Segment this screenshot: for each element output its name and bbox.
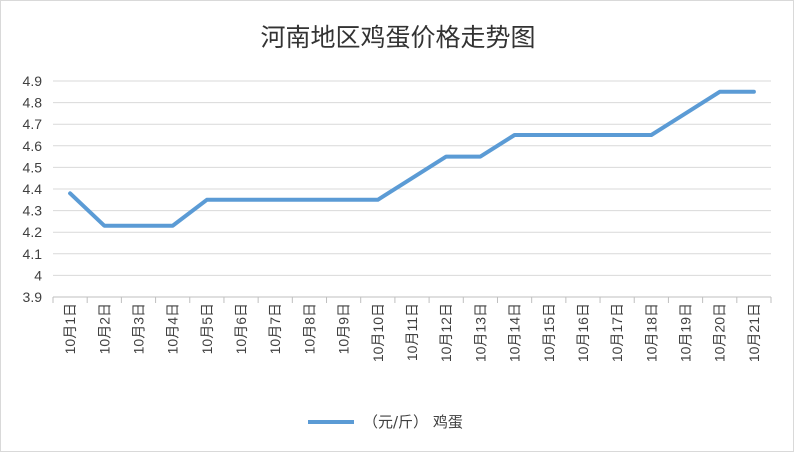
legend-label: （元/斤） 鸡蛋	[363, 413, 463, 431]
legend: （元/斤） 鸡蛋	[308, 413, 463, 431]
y-tick-label: 4.3	[23, 203, 43, 219]
x-tick-label: 10月11日	[404, 303, 420, 361]
x-tick-label: 10月8日	[301, 303, 317, 354]
y-tick-label: 4.9	[23, 73, 43, 89]
x-tick-label: 10月20日	[712, 303, 728, 362]
y-tick-label: 4.6	[23, 138, 43, 154]
grid-lines	[53, 80, 771, 276]
chart-title: 河南地区鸡蛋价格走势图	[260, 23, 535, 52]
x-tick-label: 10月5日	[199, 303, 215, 354]
y-tick-label: 4.7	[23, 116, 43, 132]
y-tick-label: 4	[34, 267, 42, 283]
x-tick-label: 10月12日	[438, 303, 454, 362]
x-tick-label: 10月6日	[233, 303, 249, 354]
x-tick-label: 10月21日	[746, 303, 762, 362]
x-axis	[52, 296, 772, 303]
y-tick-label: 4.8	[23, 95, 43, 111]
x-axis-ticks: 10月1日 10月2日 10月3日 10月4日 10月5日 10月6日 10月7日 10月8日…	[62, 303, 762, 362]
x-tick-label: 10月17日	[609, 303, 625, 362]
x-tick-label: 10月13日	[472, 303, 488, 362]
y-tick-label: 4.4	[23, 181, 43, 197]
series-layer	[68, 89, 756, 228]
x-tick-label: 10月10日	[370, 303, 386, 362]
x-tick-label: 10月3日	[130, 303, 146, 354]
x-tick-label: 10月1日	[62, 303, 78, 354]
y-tick-label: 3.9	[23, 289, 43, 305]
x-tick-label: 10月7日	[267, 303, 283, 354]
y-tick-label: 4.1	[23, 246, 43, 262]
x-tick-label: 10月14日	[507, 303, 523, 362]
x-tick-label: 10月2日	[96, 303, 112, 354]
x-tick-label: 10月15日	[541, 303, 557, 362]
y-tick-label: 4.5	[23, 159, 43, 175]
x-tick-label: 10月4日	[165, 303, 181, 354]
y-tick-label: 4.2	[23, 224, 43, 240]
y-axis-ticks: 3.9 4 4.1 4.2 4.3 4.4 4.5 4.6 4.7 4.8 4.9	[23, 73, 43, 305]
series-line	[68, 89, 756, 228]
x-tick-label: 10月9日	[336, 303, 352, 354]
x-tick-label: 10月19日	[678, 303, 694, 362]
x-tick-label: 10月18日	[643, 303, 659, 362]
x-tick-label: 10月16日	[575, 303, 591, 362]
